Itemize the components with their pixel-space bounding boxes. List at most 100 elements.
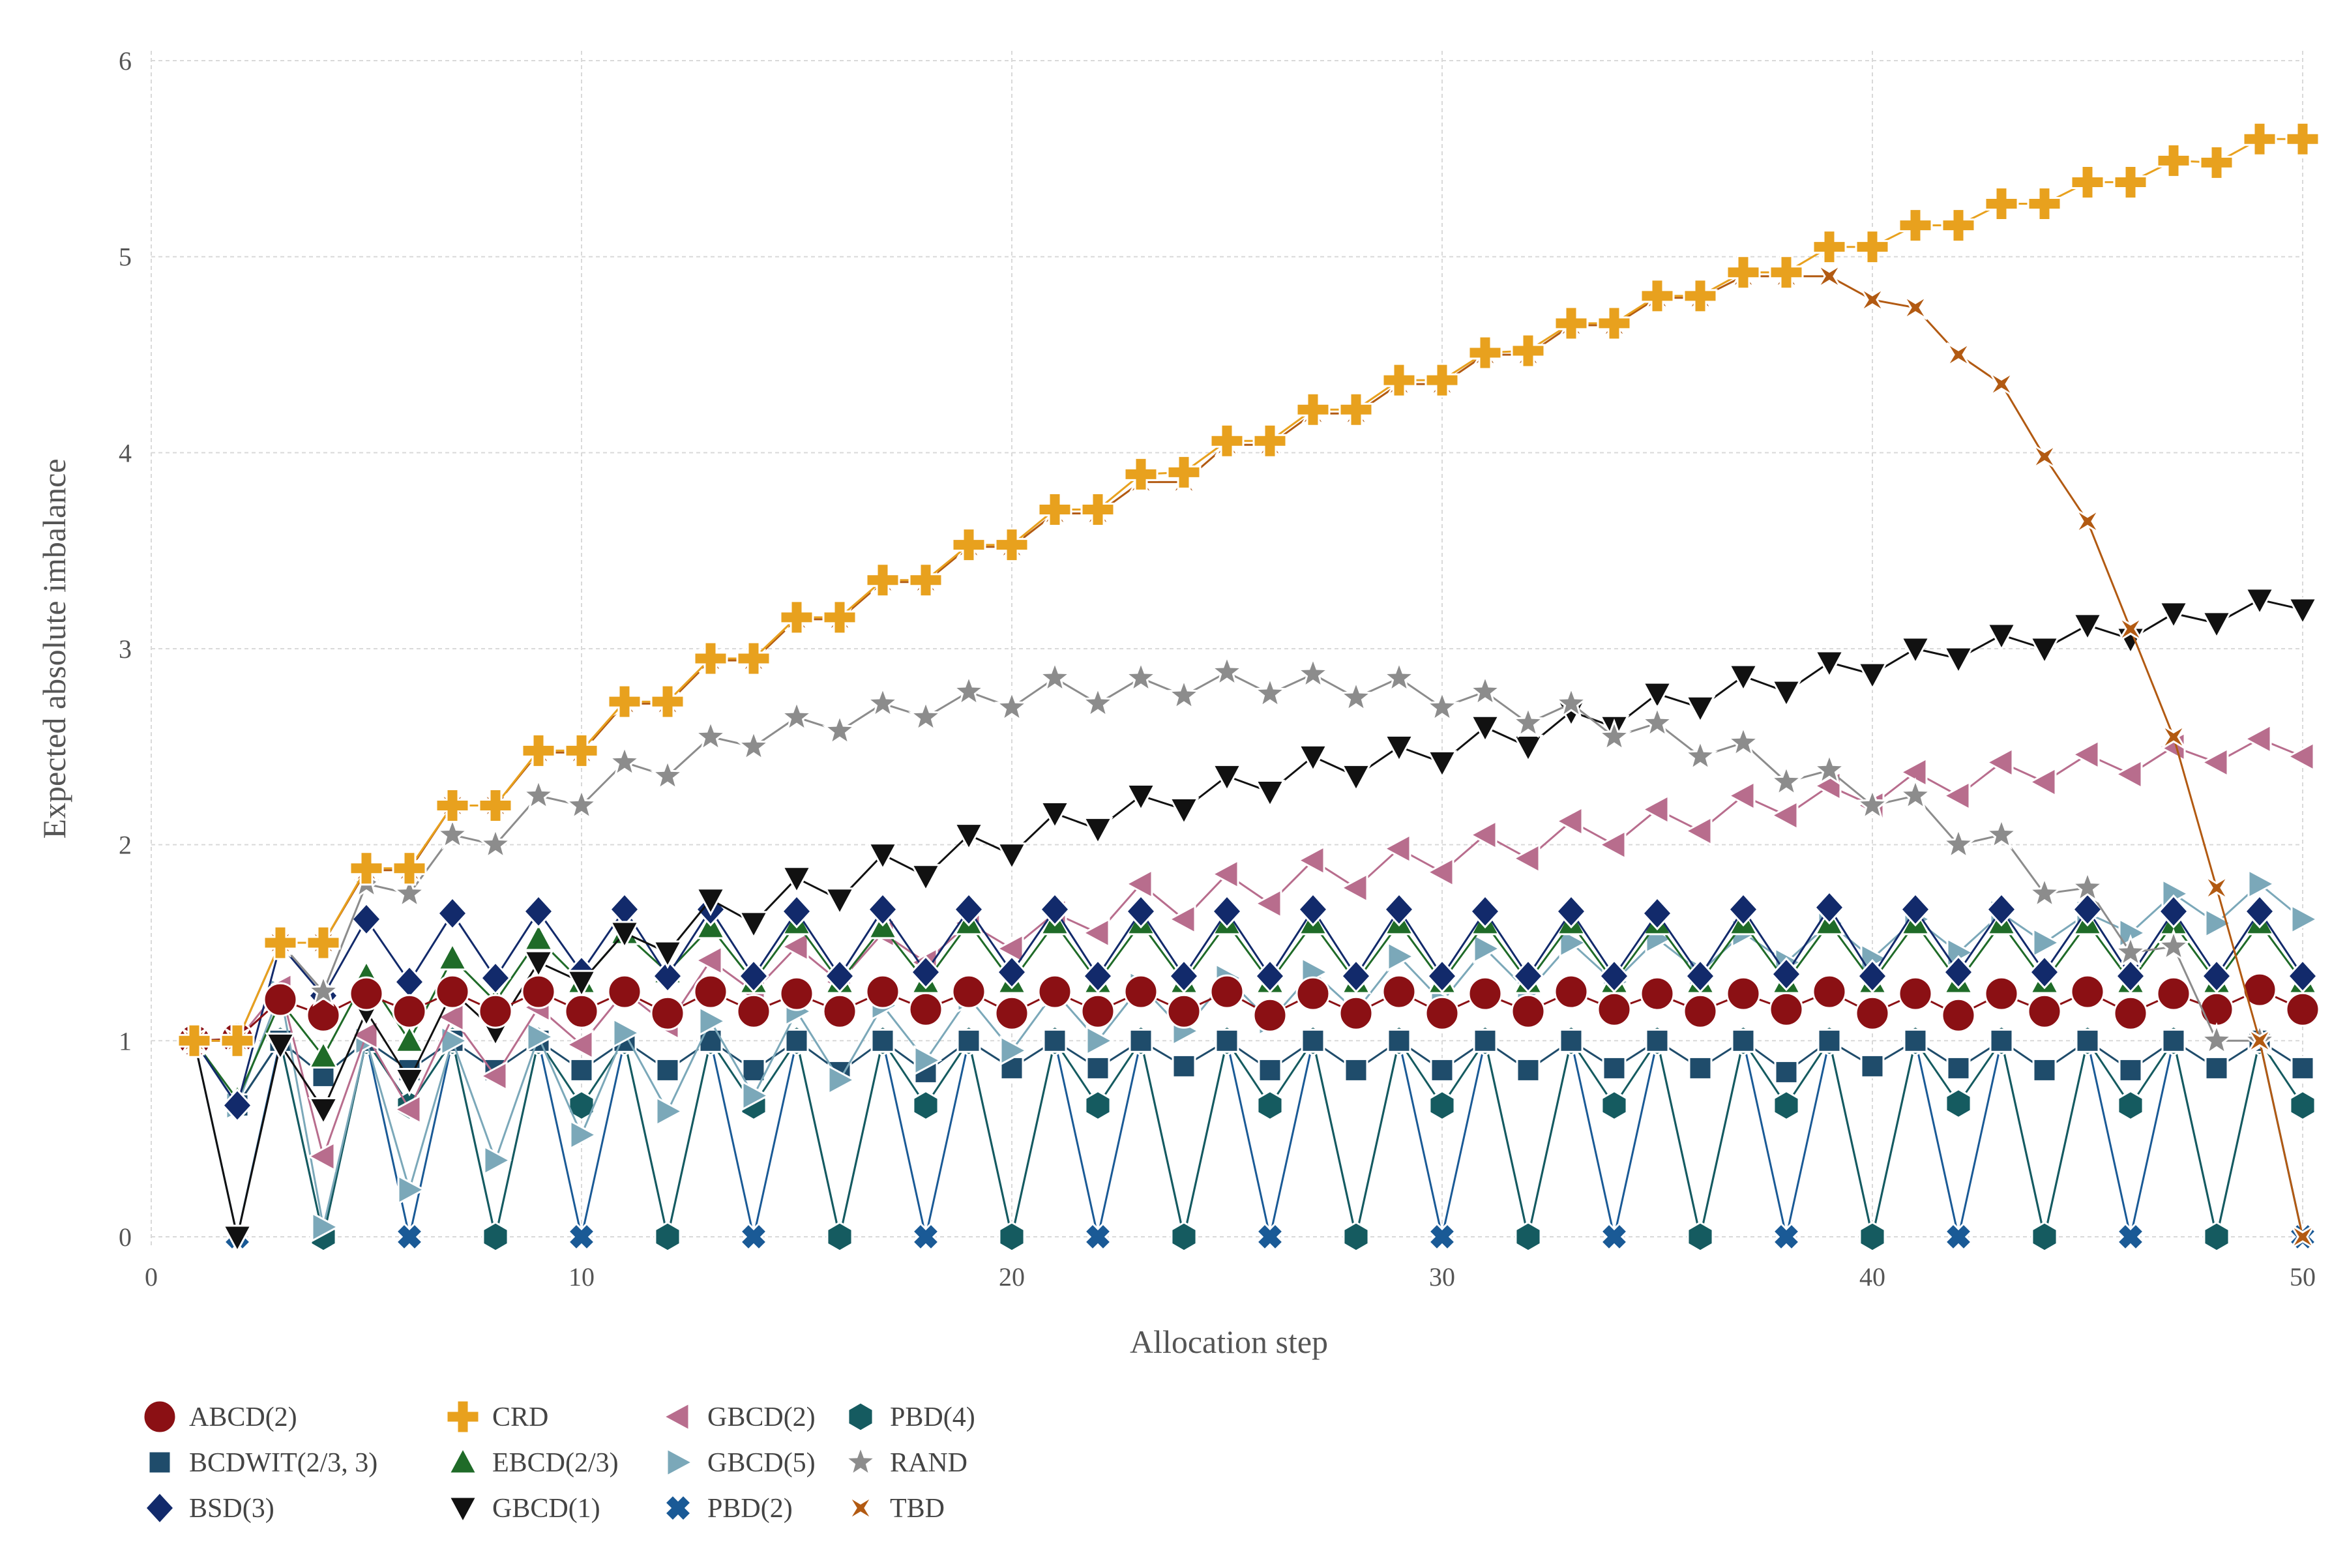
data-point-crd [1640, 278, 1675, 314]
data-point-crd [177, 1023, 212, 1058]
data-point-rand [2156, 928, 2191, 962]
data-point-gbcd-1 [2158, 601, 2189, 630]
data-point-gbcd-1 [824, 887, 855, 917]
legend-item-tbd: TBD [848, 1494, 945, 1524]
data-point-bsd-3 [221, 1088, 254, 1123]
data-point-crd [1295, 392, 1331, 427]
data-point-bcdwit-2-3-3 [1559, 1028, 1584, 1053]
data-point-gbcd-2 [1683, 816, 1713, 847]
data-point-pbd-2 [1083, 1222, 1113, 1252]
data-point-gbcd-5 [741, 1080, 771, 1112]
data-point-pbd-2 [1771, 1222, 1801, 1252]
data-point-rand [1123, 659, 1159, 694]
data-point-bcdwit-2-3-3 [1731, 1028, 1756, 1053]
data-point-gbcd-2 [1898, 756, 1928, 788]
data-point-crd [220, 1023, 255, 1058]
data-point-crd [2242, 121, 2277, 156]
data-point-bcdwit-2-3-3 [956, 1028, 981, 1053]
data-point-gbcd-1 [1082, 817, 1114, 846]
data-point-bsd-3 [909, 954, 942, 990]
legend-item-pbd-4: PBD(4) [847, 1401, 975, 1432]
data-point-abcd-2 [1295, 976, 1331, 1011]
data-point-bsd-3 [1899, 892, 1932, 927]
data-point-abcd-2 [2027, 994, 2062, 1029]
data-point-crd [1984, 186, 2019, 222]
data-point-crd [306, 925, 341, 960]
data-point-rand [951, 673, 986, 707]
data-point-pbd-4 [998, 1221, 1026, 1252]
data-point-gbcd-1 [953, 823, 984, 851]
data-point-abcd-2 [1941, 998, 1976, 1033]
data-point-crd [1338, 392, 1374, 427]
data-point-gbcd-2 [1554, 806, 1584, 837]
data-point-gbcd-2 [1726, 780, 1756, 812]
data-point-rand [994, 688, 1029, 723]
data-point-bsd-3 [2028, 954, 2061, 990]
data-point-crd [2199, 145, 2234, 180]
data-point-crd [865, 563, 900, 598]
data-point-crd [736, 641, 771, 676]
data-point-abcd-2 [1468, 976, 1503, 1011]
data-point-gbcd-1 [523, 950, 554, 979]
data-point-bsd-3 [1813, 890, 1846, 925]
data-point-abcd-2 [2242, 972, 2277, 1007]
data-point-gbcd-2 [694, 945, 723, 976]
x-tick-label: 0 [145, 1262, 158, 1292]
data-point-gbcd-2 [1769, 800, 1799, 831]
data-point-gbcd-1 [265, 1032, 296, 1061]
data-point-gbcd-2 [479, 1060, 508, 1091]
data-point-abcd-2 [1769, 992, 1804, 1027]
data-point-bsd-3 [651, 958, 684, 994]
data-point-tbd [2290, 1224, 2315, 1249]
data-point-tbd [1903, 295, 1928, 320]
data-point-rand [478, 826, 513, 860]
data-point-gbcd-1 [1728, 664, 1759, 693]
data-point-gbcd-2 [349, 1019, 379, 1050]
data-point-pbd-2 [1427, 1222, 1457, 1252]
data-point-abcd-2 [349, 976, 384, 1011]
data-point-rand [865, 685, 900, 719]
data-point-gbcd-2 [780, 931, 809, 962]
data-point-gbcd-5 [999, 1035, 1029, 1066]
data-point-gbcd-1 [1513, 734, 1544, 763]
x-tick-label: 40 [1859, 1262, 1885, 1292]
data-point-gbcd-1 [566, 969, 597, 999]
data-point-bcdwit-2-3-3 [1129, 1028, 1153, 1053]
data-point-gbcd-1 [609, 921, 640, 950]
legend-marker-crd [445, 1399, 480, 1434]
data-point-bsd-3 [737, 958, 770, 994]
data-point-bsd-3 [2071, 892, 2104, 927]
data-point-rand [1597, 718, 1632, 752]
data-point-gbcd-2 [1597, 829, 1627, 861]
data-point-bsd-3 [1770, 956, 1803, 992]
data-point-rand [435, 816, 470, 850]
data-point-gbcd-2 [1511, 843, 1541, 874]
legend-item-pbd-2: PBD(2) [663, 1493, 793, 1524]
data-point-rand [1554, 685, 1589, 719]
data-point-gbcd-1 [867, 842, 898, 871]
data-point-rand [1855, 787, 1890, 821]
data-point-crd [1468, 335, 1503, 370]
data-point-abcd-2 [478, 994, 513, 1029]
data-point-gbcd-1 [1426, 750, 1458, 779]
data-point-tbd [2118, 616, 2143, 642]
data-point-rand [306, 973, 341, 1007]
data-point-crd [1123, 456, 1159, 492]
data-point-gbcd-1 [1254, 779, 1286, 808]
data-point-gbcd-5 [483, 1145, 512, 1176]
data-point-bsd-3 [350, 902, 383, 937]
data-point-gbcd-2 [1210, 859, 1239, 890]
data-point-pbd-4 [1342, 1221, 1370, 1252]
data-point-bcdwit-2-3-3 [1430, 1058, 1454, 1082]
data-point-gbcd-5 [526, 1021, 555, 1052]
legend-marker-rand [843, 1443, 878, 1477]
data-point-pbd-2 [911, 1222, 941, 1252]
data-point-bsd-3 [1555, 894, 1587, 929]
legend-marker-gbcd-5 [666, 1447, 695, 1478]
data-point-crd [779, 600, 814, 635]
data-point-pbd-4 [1084, 1089, 1112, 1121]
data-point-pbd-4 [2117, 1089, 2144, 1121]
data-point-crd [1209, 423, 1245, 458]
data-point-ebcd-2-3 [308, 1040, 339, 1069]
